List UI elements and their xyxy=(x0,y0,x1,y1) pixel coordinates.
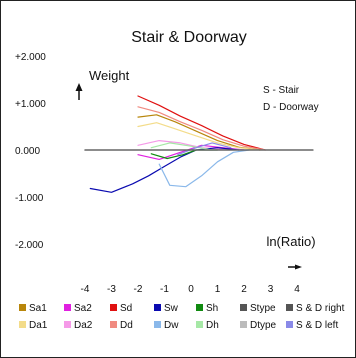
legend-label-dtype: Dtype xyxy=(250,320,277,331)
legend-swatch-dh xyxy=(196,321,203,328)
x-axis-label: ln(Ratio) xyxy=(266,234,315,249)
x-tick-label: 2 xyxy=(241,284,247,295)
legend-swatch-dtype xyxy=(240,321,247,328)
legend-swatch-da1 xyxy=(19,321,26,328)
legend-swatch-sa1 xyxy=(19,304,26,311)
legend-swatch-s-d-right xyxy=(286,304,293,311)
series-line-dd xyxy=(137,106,266,151)
legend-label-dd: Dd xyxy=(120,320,133,331)
y-axis-label: Weight xyxy=(89,68,130,83)
x-tick-label: -4 xyxy=(81,284,90,295)
y-tick-label: +2.000 xyxy=(15,52,46,63)
series-line-da1 xyxy=(137,122,261,151)
x-tick-label: -3 xyxy=(107,284,116,295)
legend-label-stype: Stype xyxy=(250,303,276,314)
legend-swatch-sd xyxy=(110,304,117,311)
legend-swatch-dw xyxy=(154,321,161,328)
x-tick-label: 3 xyxy=(268,284,274,295)
x-tick-label: -1 xyxy=(160,284,169,295)
legend-label-s-d-left: S & D left xyxy=(296,320,338,331)
series-line-sw xyxy=(89,147,240,193)
x-tick-label: 1 xyxy=(215,284,221,295)
series-line-s-d-left xyxy=(177,142,232,156)
legend-label-dh: Dh xyxy=(206,320,219,331)
legend-swatch-sa2 xyxy=(64,304,71,311)
legend-label-sa1: Sa1 xyxy=(29,303,47,314)
series-line-dh xyxy=(150,142,213,151)
legend-label-sa2: Sa2 xyxy=(74,303,92,314)
legend-swatch-sh xyxy=(196,304,203,311)
note-stair: S - Stair xyxy=(263,85,300,96)
legend-label-sh: Sh xyxy=(206,303,218,314)
series-line-sd xyxy=(137,95,266,151)
y-axis-arrowhead xyxy=(75,83,83,91)
legend-swatch-sw xyxy=(154,304,161,311)
legend-label-s-d-right: S & D right xyxy=(296,303,345,314)
legend-swatch-dd xyxy=(110,321,117,328)
x-tick-label: 4 xyxy=(294,284,300,295)
series-line-sa1 xyxy=(137,114,261,151)
chart-title: Stair & Doorway xyxy=(131,29,247,46)
x-axis-arrowhead xyxy=(295,264,302,270)
legend-label-da2: Da2 xyxy=(74,320,93,331)
y-tick-label: -2.000 xyxy=(15,240,44,251)
x-tick-label: 0 xyxy=(188,284,194,295)
y-tick-label: -1.000 xyxy=(15,193,44,204)
legend-label-sw: Sw xyxy=(164,303,179,314)
series-line-dw xyxy=(158,149,250,188)
note-doorway: D - Doorway xyxy=(263,102,319,113)
y-tick-label: 0.000 xyxy=(15,146,40,157)
legend-swatch-stype xyxy=(240,304,247,311)
legend-swatch-s-d-left xyxy=(286,321,293,328)
legend-label-da1: Da1 xyxy=(29,320,48,331)
legend-label-dw: Dw xyxy=(164,320,179,331)
y-tick-label: +1.000 xyxy=(15,99,46,110)
legend-label-sd: Sd xyxy=(120,303,132,314)
legend-swatch-da2 xyxy=(64,321,71,328)
x-tick-label: -2 xyxy=(134,284,143,295)
